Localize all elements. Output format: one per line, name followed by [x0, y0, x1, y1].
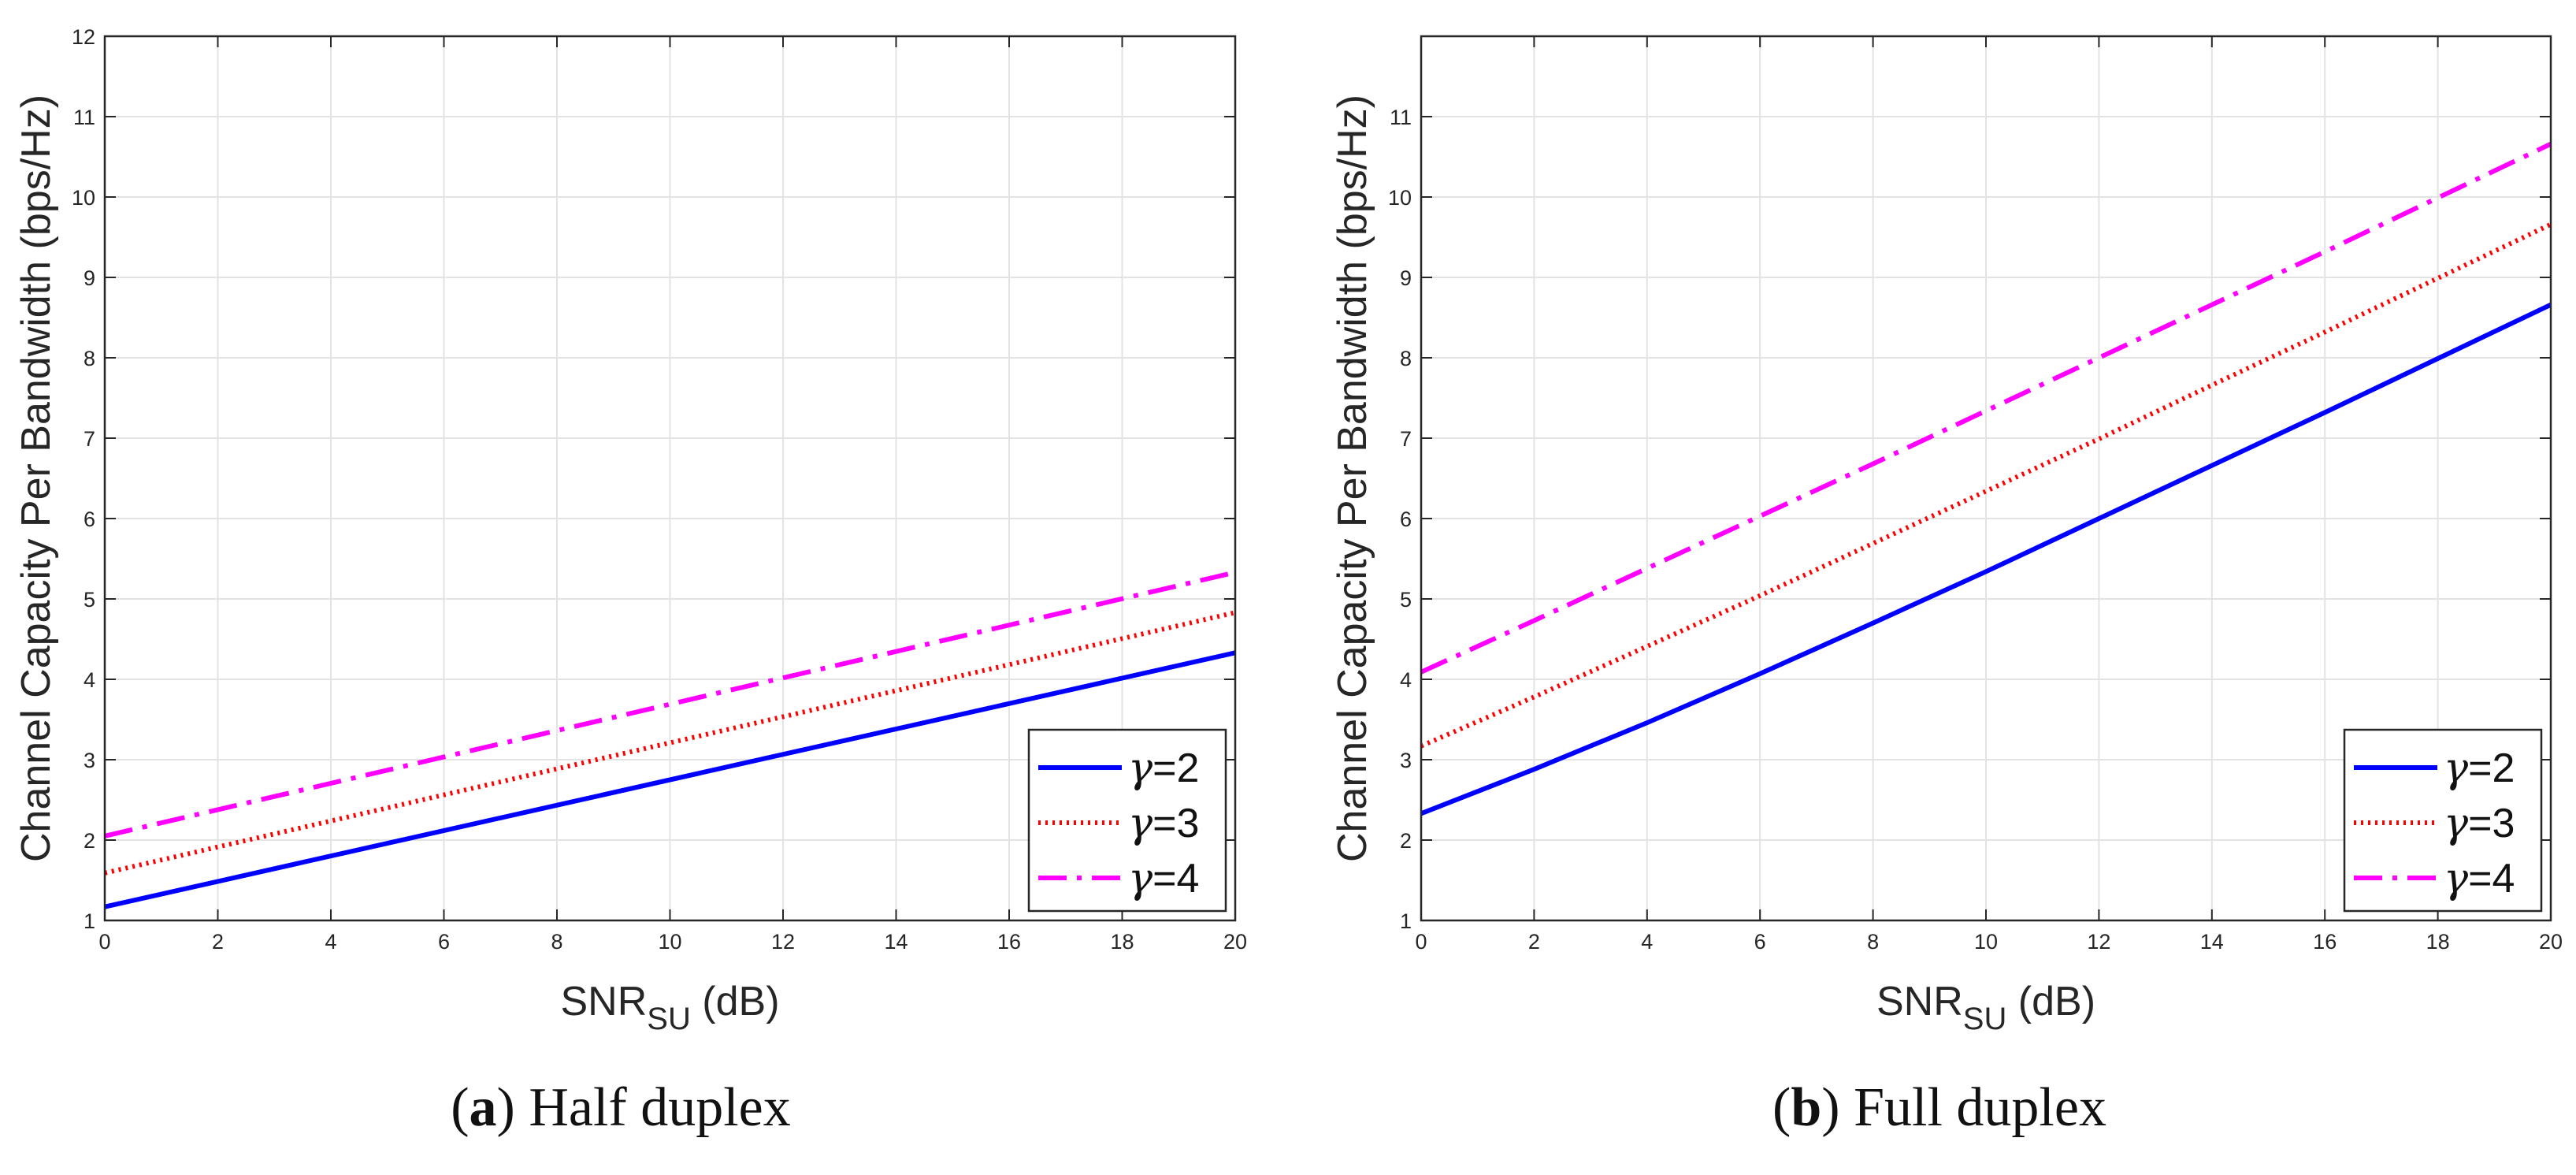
y-tick-label: 5 [84, 588, 95, 612]
x-axis-label-unit: (dB) [2006, 979, 2095, 1024]
caption-letter: b [1791, 1077, 1821, 1138]
x-axis-label-unit: (dB) [691, 979, 780, 1024]
caption-letter: a [470, 1077, 497, 1138]
y-tick-label: 5 [1400, 588, 1412, 612]
y-tick-label: 4 [84, 668, 95, 692]
legend-gamma-symbol: γ [1128, 800, 1153, 847]
x-tick-label: 6 [438, 930, 450, 954]
y-tick-label: 8 [1400, 347, 1412, 370]
y-tick-label: 7 [1400, 427, 1412, 451]
x-tick-label: 12 [2087, 930, 2110, 954]
series-line-gamma-2 [104, 650, 1236, 909]
legend-gamma-symbol: γ [1128, 855, 1153, 902]
legend-gamma-symbol: γ [2444, 800, 2469, 847]
y-tick-label: 10 [1388, 186, 1412, 210]
caption-open: ( [1772, 1077, 1791, 1138]
legend-value: =3 [2468, 801, 2515, 846]
legend-value: =4 [1153, 856, 1199, 902]
series-line-gamma-3 [104, 610, 1236, 876]
y-tick-label: 4 [1400, 668, 1412, 692]
legend-value: =4 [2468, 856, 2515, 902]
y-tick-label: 6 [84, 508, 95, 531]
legend: γ=2γ=3γ=4 [2343, 728, 2543, 913]
x-tick-label: 10 [658, 930, 681, 954]
y-tick-label: 6 [1400, 508, 1412, 531]
y-axis-label: Channel Capacity Per Bandwidth (bps/Hz) [1330, 95, 1375, 862]
legend-label-gamma-4: γ=4 [2444, 855, 2515, 902]
x-tick-label: 6 [1754, 930, 1766, 954]
x-axis-label-main: SNR [560, 979, 647, 1024]
x-tick-label: 16 [2313, 930, 2337, 954]
chart-panel-a: 0 2 4 6 8 10 12 14 16 18 20123456789101112γ=2γ=3γ=… [13, 25, 1247, 1138]
x-tick-label: 18 [2426, 930, 2450, 954]
x-tick-label: 20 [1223, 930, 1247, 954]
x-tick-label: 4 [325, 930, 336, 954]
legend-label-gamma-2: γ=2 [2444, 745, 2515, 792]
axes-box [1420, 35, 2552, 922]
x-tick-label: 2 [212, 930, 224, 954]
y-tick-label: 2 [84, 829, 95, 853]
legend-label-gamma-2: γ=2 [1128, 745, 1199, 792]
chart-panel-b: 0 2 4 6 8 10 12 14 16 18 201234567891011γ=2γ=3γ=4S… [1330, 35, 2563, 1138]
x-tick-label: 20 [2539, 930, 2563, 954]
y-tick-label: 3 [84, 749, 95, 772]
x-tick-label: 12 [771, 930, 795, 954]
y-tick-label: 3 [1400, 749, 1412, 772]
y-tick-label: 1 [1400, 909, 1412, 933]
legend-gamma-symbol: γ [2444, 855, 2469, 902]
x-axis-label: SNRSU (dB) [1876, 979, 2095, 1036]
y-tick-label: 1 [84, 909, 95, 933]
x-tick-label: 0 [98, 930, 110, 954]
y-tick-label: 10 [72, 186, 95, 210]
x-tick-label: 18 [1110, 930, 1134, 954]
panel-caption: (b) Full duplex [1772, 1077, 2106, 1138]
y-tick-label: 11 [73, 106, 95, 129]
legend-value: =2 [1153, 746, 1199, 791]
caption-text: ) Full duplex [1821, 1077, 2106, 1138]
y-tick-label: 2 [1400, 829, 1412, 853]
x-tick-label: 10 [1974, 930, 1998, 954]
legend-label-gamma-4: γ=4 [1128, 855, 1199, 902]
series-line-gamma-2 [1420, 302, 2552, 816]
legend-value: =3 [1153, 801, 1199, 846]
legend-label-gamma-3: γ=3 [2444, 800, 2515, 847]
series-line-gamma-4 [104, 570, 1236, 838]
x-tick-label: 4 [1641, 930, 1653, 954]
y-tick-label: 8 [84, 347, 95, 370]
caption-text: ) Half duplex [497, 1077, 791, 1138]
caption-open: ( [451, 1077, 469, 1138]
legend-value: =2 [2468, 746, 2515, 791]
legend-gamma-symbol: γ [1128, 745, 1153, 792]
x-axis-label-main: SNR [1876, 979, 1963, 1024]
legend: γ=2γ=3γ=4 [1027, 728, 1227, 913]
x-tick-label: 14 [2200, 930, 2224, 954]
x-tick-label: 0 [1415, 930, 1427, 954]
legend-gamma-symbol: γ [2444, 745, 2469, 792]
series-line-gamma-3 [1420, 221, 2552, 749]
y-tick-label: 11 [1390, 106, 1412, 129]
x-tick-label: 2 [1528, 930, 1540, 954]
y-tick-label: 7 [84, 427, 95, 451]
x-tick-label: 16 [997, 930, 1021, 954]
legend-label-gamma-3: γ=3 [1128, 800, 1199, 847]
panel-caption: (a) Half duplex [451, 1077, 791, 1138]
x-axis-label: SNRSU (dB) [560, 979, 779, 1036]
y-tick-label: 12 [72, 25, 95, 49]
series-line-gamma-4 [1420, 141, 2552, 675]
x-axis-label-subscript: SU [647, 1002, 691, 1036]
axes-box [103, 35, 1237, 922]
x-tick-label: 8 [551, 930, 562, 954]
x-tick-label: 8 [1867, 930, 1879, 954]
x-axis-label-subscript: SU [1963, 1002, 2007, 1036]
x-tick-label: 14 [884, 930, 908, 954]
y-tick-label: 9 [84, 266, 95, 290]
y-axis-label: Channel Capacity Per Bandwidth (bps/Hz) [13, 95, 59, 862]
y-tick-label: 9 [1400, 266, 1412, 290]
